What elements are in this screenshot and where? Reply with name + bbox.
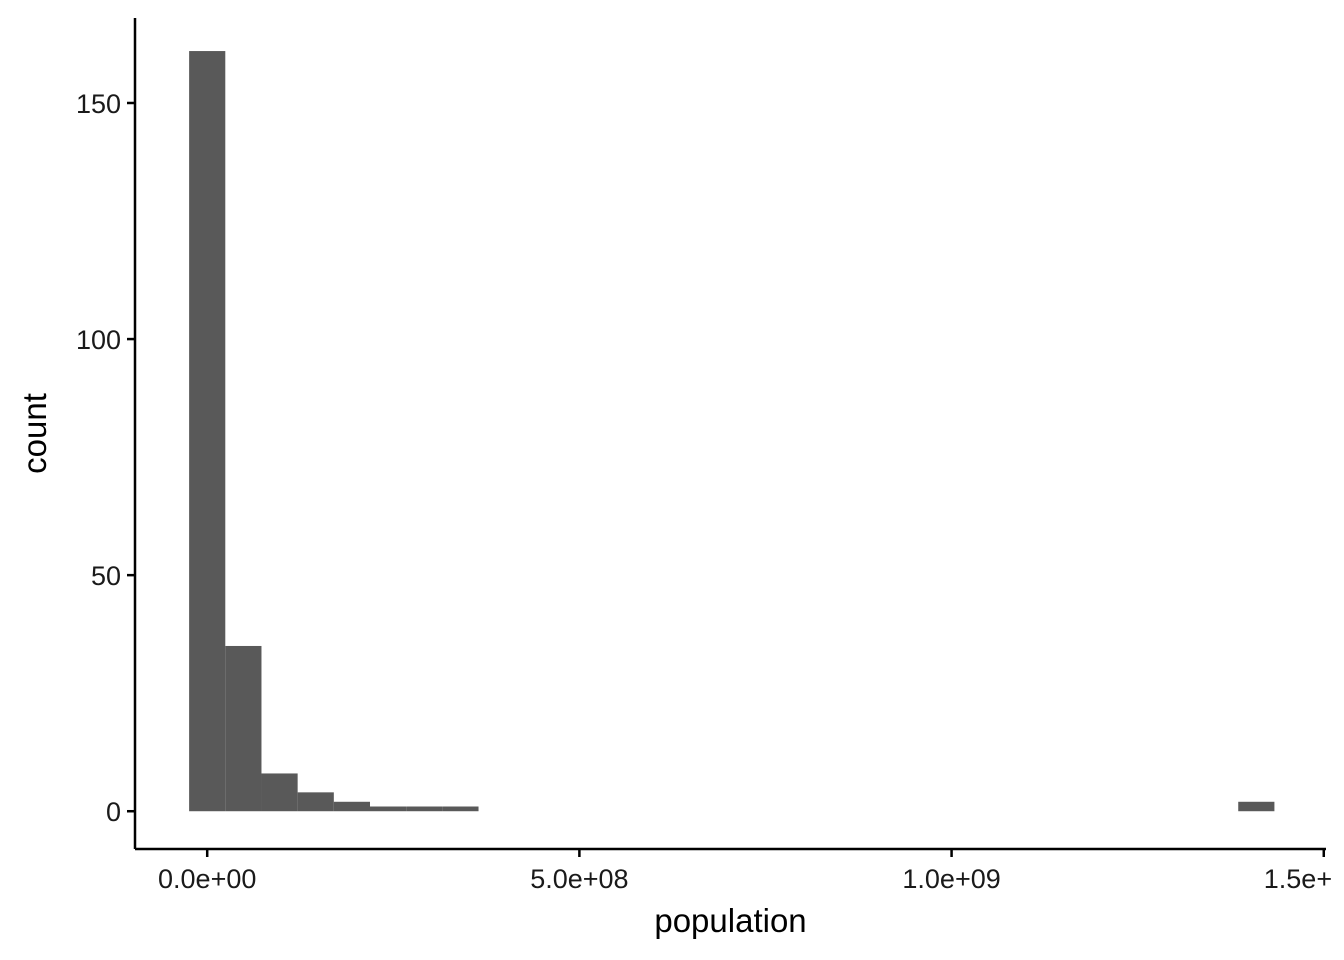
histogram-bar-1	[225, 645, 262, 812]
x-tick-label: 0.0e+00	[158, 864, 256, 894]
histogram-bars	[189, 51, 1275, 812]
histogram-bar-7	[442, 806, 479, 812]
x-tick-label: 1.0e+09	[902, 864, 1000, 894]
y-tick-label: 100	[76, 325, 121, 355]
y-tick-label: 0	[106, 797, 121, 827]
y-axis-title: count	[16, 393, 53, 474]
y-tick-label: 150	[76, 89, 121, 119]
histogram-bar-5	[369, 806, 407, 812]
y-tick-label: 50	[91, 561, 121, 591]
histogram-bar-6	[406, 806, 443, 812]
histogram-bar-0	[189, 51, 226, 812]
y-axis-ticks: 0 50 100 150	[76, 89, 135, 827]
x-tick-label: 5.0e+08	[530, 864, 628, 894]
x-axis-ticks: 0.0e+00 5.0e+08 1.0e+09 1.5e+	[158, 849, 1332, 894]
x-axis-title: population	[654, 902, 806, 939]
histogram-bar-2	[261, 773, 298, 812]
histogram-bar-3	[297, 792, 334, 812]
histogram-bar-4	[333, 801, 370, 812]
x-tick-label: 1.5e+	[1264, 864, 1332, 894]
histogram-bar-8	[1238, 801, 1275, 812]
